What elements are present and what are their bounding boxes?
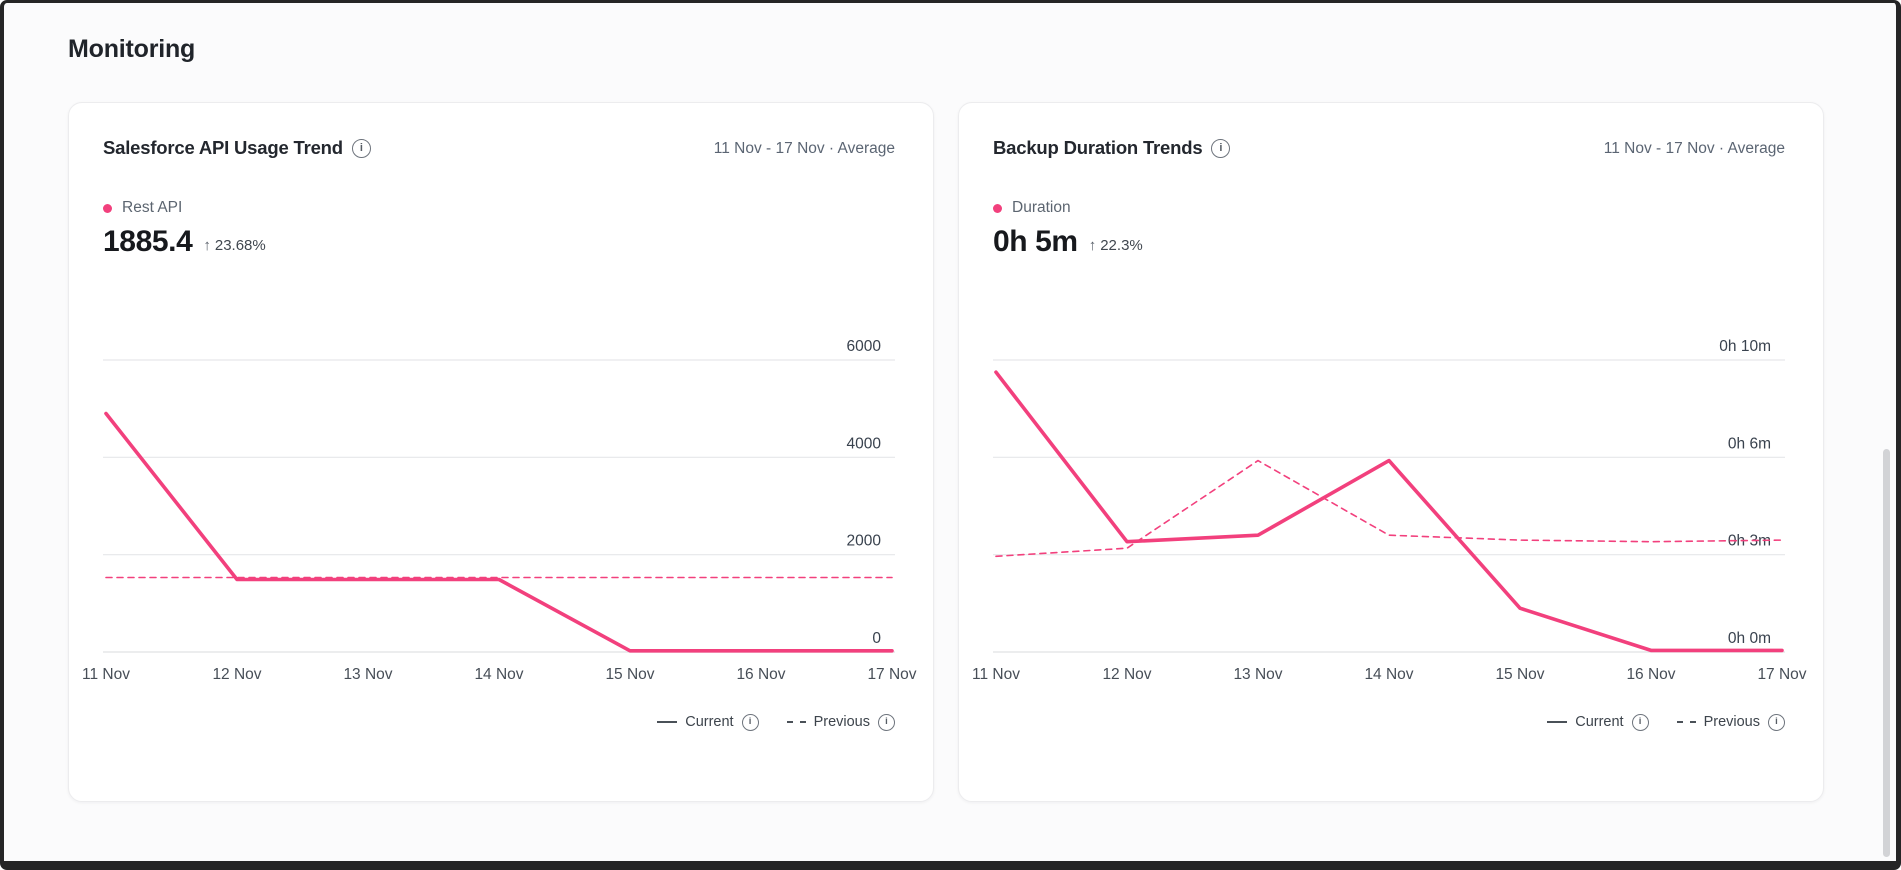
y-tick-label: 0 (872, 630, 881, 647)
solid-line-icon (657, 721, 678, 723)
legend-label-previous: Previous (813, 714, 870, 730)
legend-label-current: Current (685, 714, 734, 730)
x-axis-label: 12 Nov (1102, 665, 1152, 683)
series-label: Rest API (122, 199, 183, 216)
average-value: 0h 5m (993, 225, 1078, 258)
cards-row: Salesforce API Usage Trend 11 Nov - 17 N… (68, 102, 1896, 802)
up-arrow-icon: ↑ (1088, 236, 1097, 254)
info-icon[interactable] (1768, 713, 1785, 731)
average-value-row: 1885.4 ↑ 23.68% (103, 226, 895, 258)
info-icon[interactable] (1631, 713, 1649, 731)
x-axis-label: 16 Nov (736, 665, 786, 683)
x-axis-label: 14 Nov (474, 665, 524, 683)
info-icon[interactable] (1211, 138, 1231, 158)
series-legend: Duration (993, 199, 1785, 217)
chart-plot-area: 0 2000 4000 6000 11 Nov 12 Nov 13 Nov 14 Nov 15… (82, 318, 917, 688)
series-legend: Rest API (103, 199, 895, 217)
chart-legend: Current Previous (993, 713, 1785, 731)
card-header: Backup Duration Trends 11 Nov - 17 Nov ·… (993, 137, 1785, 159)
series-line-current (994, 369, 1784, 652)
x-axis-label: 13 Nov (343, 665, 393, 683)
legend-item-previous: Previous (1676, 713, 1785, 731)
card-title: Salesforce API Usage Trend (103, 137, 343, 158)
x-axis-label: 17 Nov (867, 665, 917, 683)
y-tick-label: 6000 (847, 338, 882, 355)
delta-badge: ↑ 22.3% (1089, 237, 1143, 258)
average-value: 1885.4 (103, 225, 193, 258)
legend-item-current: Current (657, 713, 759, 731)
x-axis-label: 13 Nov (1233, 665, 1283, 683)
series-label: Duration (1012, 199, 1071, 216)
card-salesforce-api-usage: Salesforce API Usage Trend 11 Nov - 17 N… (68, 102, 934, 802)
date-range-label: 11 Nov - 17 Nov · Average (713, 140, 895, 157)
x-axis-label: 15 Nov (605, 665, 655, 683)
x-axis-label: 17 Nov (1757, 665, 1807, 683)
date-range-label: 11 Nov - 17 Nov · Average (1603, 140, 1785, 157)
y-tick-label: 0h 0m (1728, 630, 1771, 647)
line-chart[interactable]: 0h 0m 0h 3m 0h 6m 0h 10m (993, 318, 1785, 654)
info-icon[interactable] (878, 713, 895, 731)
scrollbar (1882, 449, 1891, 857)
chart-plot-area: 0h 0m 0h 3m 0h 6m 0h 10m 11 Nov 12 Nov 13 Nov… (972, 318, 1807, 688)
y-tick-label: 0h 3m (1728, 532, 1771, 549)
info-icon[interactable] (741, 713, 759, 731)
series-dot-icon (993, 203, 1002, 213)
solid-line-icon (1547, 721, 1568, 723)
delta-percent: 22.3% (1100, 236, 1143, 254)
dashed-line-icon (786, 721, 806, 723)
legend-label-current: Current (1575, 714, 1624, 730)
card-title-wrap: Salesforce API Usage Trend (103, 137, 371, 159)
up-arrow-icon: ↑ (203, 236, 211, 254)
card-backup-duration: Backup Duration Trends 11 Nov - 17 Nov ·… (958, 102, 1824, 802)
legend-item-current: Current (1547, 713, 1649, 731)
y-tick-label: 4000 (847, 435, 882, 452)
page-title: Monitoring (68, 35, 196, 63)
x-axis-label: 15 Nov (1495, 665, 1545, 683)
legend-item-previous: Previous (786, 713, 895, 731)
x-axis-labels: 11 Nov 12 Nov 13 Nov 14 Nov 15 Nov 16 Nov 17 N… (82, 665, 917, 688)
average-value-row: 0h 5m ↑ 22.3% (993, 226, 1785, 258)
x-axis-label: 11 Nov (82, 665, 130, 683)
card-title: Backup Duration Trends (993, 137, 1203, 158)
card-title-wrap: Backup Duration Trends (993, 137, 1231, 159)
series-line-current (104, 411, 894, 653)
card-header: Salesforce API Usage Trend 11 Nov - 17 N… (103, 137, 895, 159)
delta-badge: ↑ 23.68% (203, 237, 265, 258)
legend-label-previous: Previous (1703, 714, 1760, 730)
x-axis-label: 16 Nov (1626, 665, 1676, 683)
y-tick-label: 2000 (847, 532, 882, 549)
delta-percent: 23.68% (214, 236, 266, 254)
scrollbar-thumb[interactable] (1883, 449, 1890, 857)
series-dot-icon (103, 203, 112, 213)
line-chart[interactable]: 0 2000 4000 6000 (103, 318, 895, 654)
x-axis-label: 14 Nov (1364, 665, 1414, 683)
chart-legend: Current Previous (103, 713, 895, 731)
x-axis-label: 11 Nov (972, 665, 1020, 683)
info-icon[interactable] (351, 138, 371, 158)
y-tick-label: 0h 6m (1728, 435, 1771, 452)
x-axis-labels: 11 Nov 12 Nov 13 Nov 14 Nov 15 Nov 16 Nov 17 N… (972, 665, 1807, 688)
x-axis-label: 12 Nov (212, 665, 262, 683)
y-tick-label: 0h 10m (1719, 338, 1771, 355)
series-line-previous (995, 459, 1783, 557)
dashed-line-icon (1676, 721, 1696, 723)
